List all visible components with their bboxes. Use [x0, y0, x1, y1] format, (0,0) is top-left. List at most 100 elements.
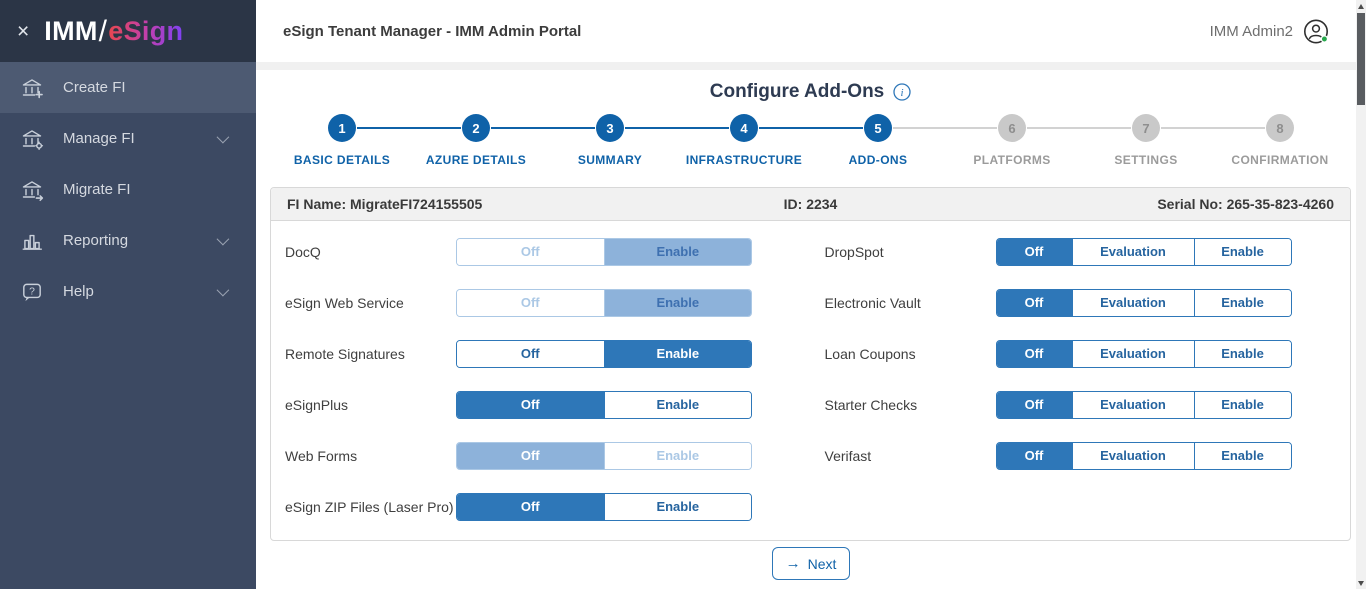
- next-button[interactable]: → Next: [771, 547, 851, 580]
- sidebar-item-label: Migrate FI: [63, 181, 131, 198]
- info-icon[interactable]: i: [892, 82, 912, 102]
- step-label: AZURE DETAILS: [425, 153, 527, 167]
- toggle-option-off[interactable]: Off: [996, 238, 1072, 265]
- step-number-badge[interactable]: 8: [1266, 114, 1294, 142]
- step-number-badge[interactable]: 3: [596, 114, 624, 142]
- fi-serial: Serial No: 265-35-823-4260: [1157, 196, 1334, 212]
- step-number-badge[interactable]: 6: [998, 114, 1026, 142]
- toggle-option-enable[interactable]: Enable: [1193, 238, 1291, 265]
- portal-title: eSign Tenant Manager - IMM Admin Portal: [283, 22, 582, 40]
- toggle-option-enable[interactable]: Enable: [603, 493, 751, 520]
- addon-toggle-group: Off Enable: [456, 390, 752, 419]
- sidebar-item-migrate-fi[interactable]: Migrate FI: [0, 164, 256, 215]
- step-number-badge[interactable]: 5: [864, 114, 892, 142]
- sidebar-nav: Create FI Manage FI Migrate FI Reporting…: [0, 62, 256, 317]
- addon-name-label: Verifast: [824, 447, 872, 464]
- toggle-option-off[interactable]: Off: [457, 391, 604, 418]
- user-avatar-icon[interactable]: [1303, 18, 1330, 45]
- close-sidebar-icon[interactable]: ×: [17, 19, 30, 43]
- step-confirmation[interactable]: 8 CONFIRMATION: [1161, 114, 1347, 167]
- toggle-option-evaluation[interactable]: Evaluation: [1071, 289, 1194, 316]
- toggle-option-off[interactable]: Off: [996, 442, 1072, 469]
- main-area: eSign Tenant Manager - IMM Admin Portal …: [256, 0, 1366, 589]
- addon-name-label: Loan Coupons: [824, 345, 916, 362]
- step-infrastructure[interactable]: 4 INFRASTRUCTURE: [625, 114, 811, 167]
- step-number-badge[interactable]: 7: [1132, 114, 1160, 142]
- step-label: SETTINGS: [1114, 153, 1178, 167]
- toggle-option-enable[interactable]: Enable: [1193, 391, 1291, 418]
- sidebar-logo-row: × IMM/eSign: [0, 0, 256, 62]
- toggle-option-off[interactable]: Off: [996, 391, 1072, 418]
- step-basic-details[interactable]: 1 BASIC DETAILS: [275, 114, 409, 167]
- scrollbar-thumb[interactable]: [1357, 13, 1365, 105]
- toggle-option-enable[interactable]: Enable: [603, 340, 751, 367]
- page-title: Configure Add-Ons: [709, 81, 885, 102]
- toggle-option-evaluation[interactable]: Evaluation: [1071, 391, 1194, 418]
- toggle-option-evaluation[interactable]: Evaluation: [1071, 442, 1194, 469]
- addon-toggle-group: Off Evaluation Enable: [995, 441, 1292, 470]
- addon-name-label: Electronic Vault: [824, 294, 921, 311]
- toggle-option-enable: Enable: [603, 442, 751, 469]
- wizard-stepper: 1 BASIC DETAILS 2 AZURE DETAILS 3 SUMMAR…: [256, 114, 1366, 167]
- toggle-option-off: Off: [457, 442, 604, 469]
- step-number-badge[interactable]: 2: [462, 114, 490, 142]
- chevron-down-icon: [216, 232, 230, 246]
- toggle-option-enable: Enable: [603, 289, 751, 316]
- sidebar-item-label: Reporting: [63, 232, 129, 249]
- bank-plus-icon: [20, 76, 44, 100]
- addon-row-loan-coupons: Loan Coupons Off Evaluation Enable: [811, 328, 1351, 379]
- toggle-option-off: Off: [457, 238, 604, 265]
- toggle-option-off[interactable]: Off: [996, 289, 1072, 316]
- next-button-label: Next: [807, 555, 837, 572]
- bank-arrow-icon: [20, 178, 44, 202]
- step-number-badge[interactable]: 1: [328, 114, 356, 142]
- step-label: ADD-ONS: [848, 153, 908, 167]
- chevron-down-icon: [216, 130, 230, 144]
- toggle-option-off[interactable]: Off: [996, 340, 1072, 367]
- addon-row-remote-signatures: Remote Signatures Off Enable: [271, 328, 811, 379]
- addon-toggle-group: Off Enable: [456, 288, 752, 317]
- toggle-option-enable: Enable: [603, 238, 751, 265]
- step-settings[interactable]: 7 SETTINGS: [1027, 114, 1213, 167]
- toggle-option-enable[interactable]: Enable: [603, 391, 751, 418]
- addon-row-dropspot: DropSpot Off Evaluation Enable: [811, 226, 1351, 277]
- toggle-option-evaluation[interactable]: Evaluation: [1071, 340, 1194, 367]
- sidebar-item-manage-fi[interactable]: Manage FI: [0, 113, 256, 164]
- scroll-down-arrow[interactable]: [1356, 577, 1366, 589]
- fi-info-bar: FI Name: MigrateFI724155505 ID: 2234 Ser…: [271, 188, 1350, 221]
- step-summary[interactable]: 3 SUMMARY: [491, 114, 677, 167]
- sidebar-item-create-fi[interactable]: Create FI: [0, 62, 256, 113]
- toggle-option-enable[interactable]: Enable: [1193, 289, 1291, 316]
- content-area: Configure Add-Ons i 1 BASIC DETAILS 2 AZ…: [256, 62, 1366, 589]
- step-number-badge[interactable]: 4: [730, 114, 758, 142]
- step-add-ons[interactable]: 5 ADD-ONS: [759, 114, 945, 167]
- sidebar-item-reporting[interactable]: Reporting: [0, 215, 256, 266]
- fi-id: ID: 2234: [783, 196, 838, 212]
- addon-row-esign-web-service: eSign Web Service Off Enable: [271, 277, 811, 328]
- sidebar-item-help[interactable]: ? Help: [0, 266, 256, 317]
- sidebar-item-label: Manage FI: [63, 130, 135, 147]
- logo-esign-text: eSign: [108, 16, 184, 46]
- toggle-option-evaluation[interactable]: Evaluation: [1071, 238, 1194, 265]
- toggle-option-off[interactable]: Off: [457, 340, 604, 367]
- step-label: INFRASTRUCTURE: [685, 153, 803, 167]
- step-platforms[interactable]: 6 PLATFORMS: [893, 114, 1079, 167]
- toggle-option-enable[interactable]: Enable: [1193, 442, 1291, 469]
- step-label: CONFIRMATION: [1231, 153, 1329, 167]
- addon-column-right: DropSpot Off Evaluation Enable Electronic …: [811, 226, 1351, 532]
- step-azure-details[interactable]: 2 AZURE DETAILS: [357, 114, 543, 167]
- logo-slash: /: [98, 15, 108, 48]
- logo-imm-text: IMM: [44, 16, 98, 46]
- toggle-option-enable[interactable]: Enable: [1193, 340, 1291, 367]
- addon-toggle-group: Off Evaluation Enable: [995, 288, 1292, 317]
- addon-row-esign-zip-files-laser-pro-: eSign ZIP Files (Laser Pro) Off Enable: [271, 481, 811, 532]
- toggle-option-off[interactable]: Off: [457, 493, 604, 520]
- page-scrollbar[interactable]: [1356, 0, 1366, 589]
- chevron-down-icon: [216, 283, 230, 297]
- scroll-up-arrow[interactable]: [1356, 0, 1366, 12]
- addon-toggle-group: Off Evaluation Enable: [995, 237, 1292, 266]
- fi-name: FI Name: MigrateFI724155505: [287, 196, 483, 212]
- svg-text:i: i: [901, 87, 904, 99]
- addon-row-verifast: Verifast Off Evaluation Enable: [811, 430, 1351, 481]
- addon-name-label: Starter Checks: [824, 396, 918, 413]
